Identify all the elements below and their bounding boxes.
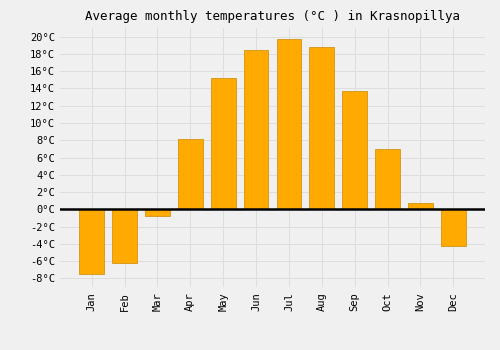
- Bar: [211, 78, 236, 209]
- Bar: [178, 139, 203, 209]
- Bar: [276, 39, 301, 209]
- Bar: [244, 50, 268, 209]
- Bar: [376, 149, 400, 209]
- Bar: [408, 203, 433, 209]
- Bar: [342, 91, 367, 209]
- Title: Average monthly temperatures (°C ) in Krasnopillya: Average monthly temperatures (°C ) in Kr…: [85, 10, 460, 23]
- Bar: [145, 209, 170, 216]
- Bar: [441, 209, 466, 246]
- Bar: [80, 209, 104, 274]
- Bar: [112, 209, 137, 263]
- Bar: [310, 47, 334, 209]
